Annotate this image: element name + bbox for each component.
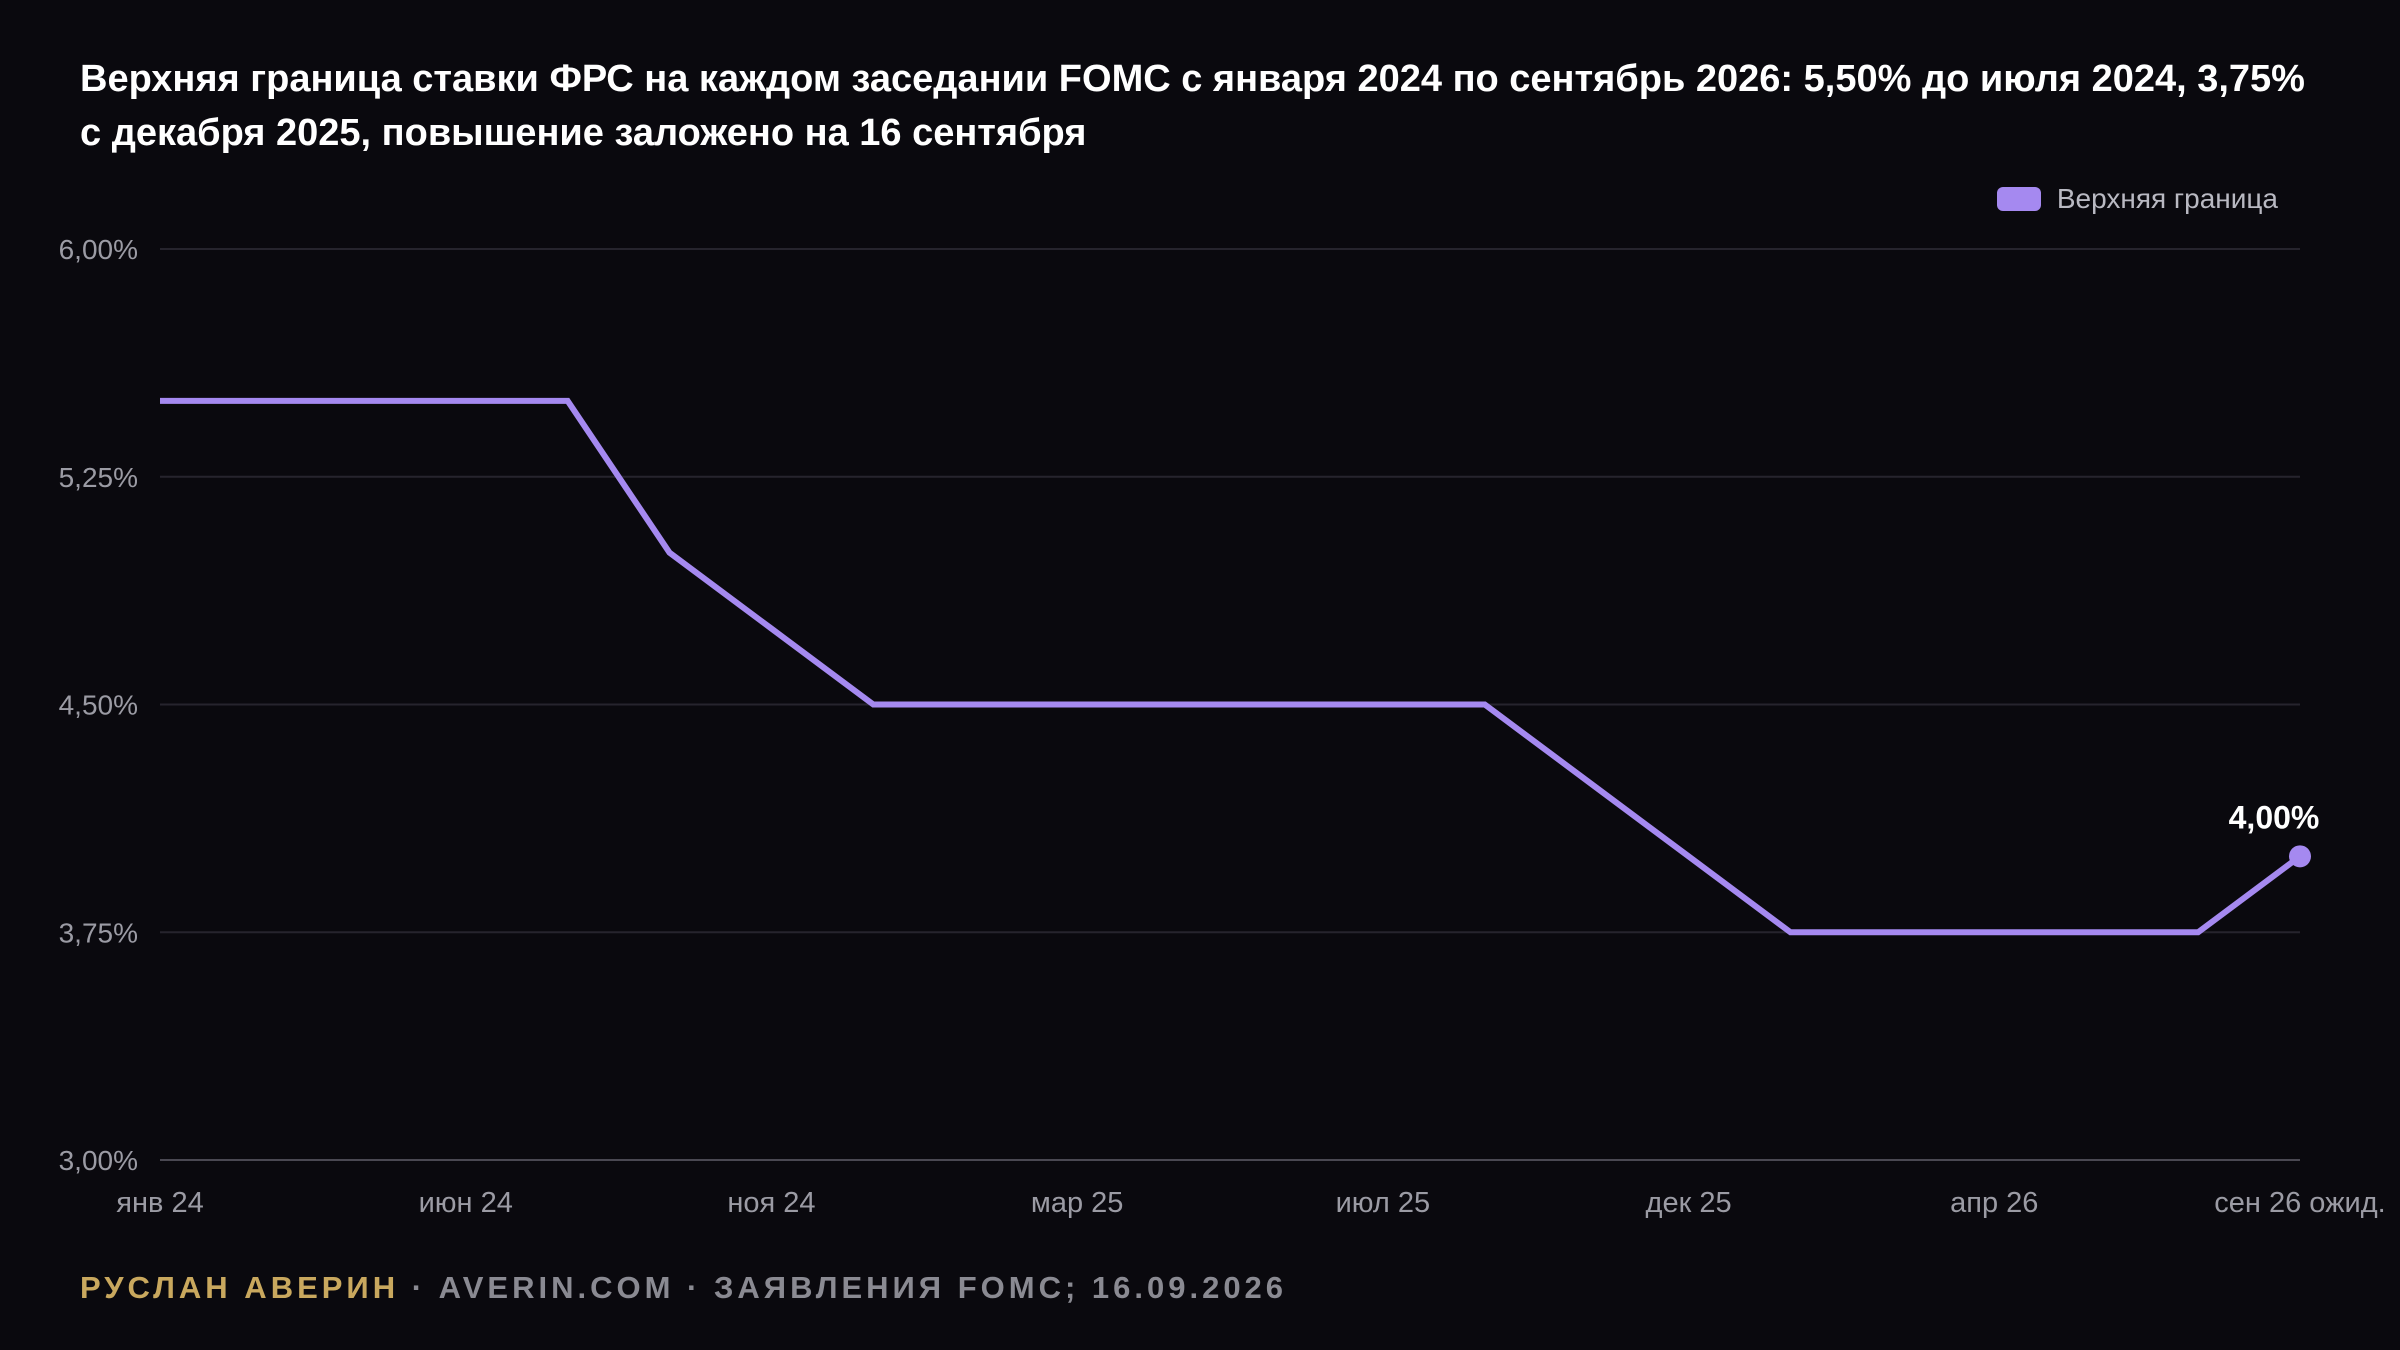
x-tick-label: ноя 24 — [727, 1187, 815, 1219]
x-tick-label: мар 25 — [1031, 1187, 1124, 1219]
footer-source: ЗАЯВЛЕНИЯ FOMC; 16.09.2026 — [714, 1270, 1288, 1305]
x-tick-label: апр 26 — [1950, 1187, 2038, 1219]
series-line — [160, 397, 2302, 936]
x-tick-label: июн 24 — [419, 1187, 513, 1219]
x-tick-label: дек 25 — [1646, 1187, 1732, 1219]
y-tick-label: 5,25% — [59, 462, 138, 493]
y-tick-label: 4,50% — [59, 690, 138, 721]
data-label: 4,00% — [2229, 799, 2320, 835]
y-tick-label: 3,75% — [59, 917, 138, 948]
footer-separator: · — [399, 1270, 439, 1305]
footer-separator: · — [674, 1270, 714, 1305]
chart-title: Верхняя граница ставки ФРС на каждом зас… — [80, 58, 2305, 154]
legend-swatch — [1996, 187, 2041, 211]
x-tick-label: июл 25 — [1336, 1187, 1431, 1219]
legend: Верхняя граница — [1996, 183, 2278, 215]
x-tick-label: янв 24 — [116, 1187, 203, 1219]
y-tick-label: 6,00% — [59, 234, 138, 265]
footer-author: РУСЛАН АВЕРИН — [80, 1270, 400, 1305]
legend-label: Верхняя граница — [2056, 183, 2278, 214]
footer: РУСЛАН АВЕРИН · AVERIN.COM · ЗАЯВЛЕНИЯ F… — [80, 1270, 1287, 1306]
footer-site: AVERIN.COM — [438, 1270, 675, 1305]
y-tick-label: 3,00% — [59, 1145, 138, 1176]
x-tick-label: сен 26 ожид. — [2214, 1187, 2385, 1219]
end-point-marker — [2289, 845, 2311, 868]
